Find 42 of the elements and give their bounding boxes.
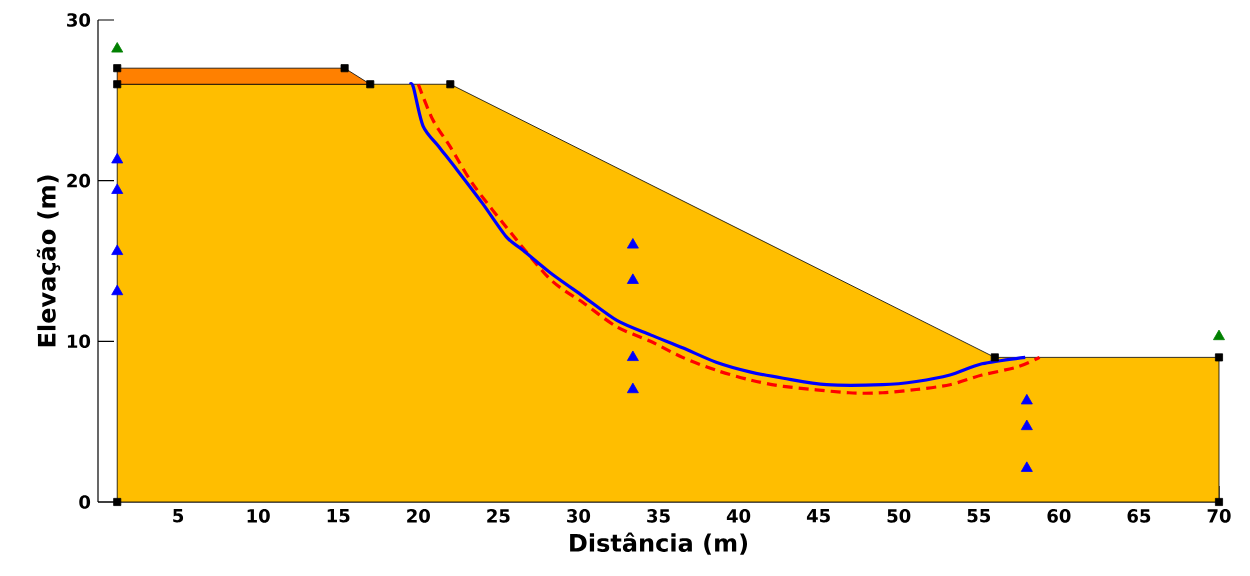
x-tick-label: 35 [647,509,670,523]
y-tick-label: 20 [67,173,91,188]
x-tick-label: 5 [173,509,184,523]
point [1020,461,1033,472]
point [111,183,124,194]
point [1020,419,1033,431]
x-tick-label: 20 [407,509,430,523]
point [113,64,122,73]
x-tick-label: 25 [487,509,510,523]
y-tick-label: 0 [79,495,91,509]
point [113,80,122,89]
point [626,350,639,361]
point [1020,393,1033,405]
point [626,382,639,394]
x-tick-label: 55 [967,509,991,523]
point [366,80,375,89]
point [626,238,639,249]
x-tick-label: 70 [1207,509,1231,523]
x-tick-label: 40 [726,509,751,523]
x-tick-label: 30 [567,509,591,523]
y-tick-label: 10 [67,334,91,349]
x-tick-label: 45 [806,509,830,523]
point [1213,329,1225,341]
point [1214,353,1223,362]
y-tick-label: 30 [67,13,91,27]
point [111,284,124,296]
x-tick-label: 65 [1127,509,1151,523]
x-tick-label: 15 [327,509,350,523]
x-axis-title: Distância (m) [570,532,748,555]
point [111,42,124,53]
x-tick-label: 10 [247,509,270,523]
point [111,244,124,255]
x-tick-label: 60 [1047,509,1071,523]
y-axis-title: Elevação (m) [36,175,61,347]
point [340,64,349,73]
point [111,152,124,164]
point [113,497,122,506]
x-tick-label: 50 [887,509,911,523]
point [990,353,999,362]
point [626,273,639,284]
point [446,80,455,89]
point [1214,497,1223,506]
